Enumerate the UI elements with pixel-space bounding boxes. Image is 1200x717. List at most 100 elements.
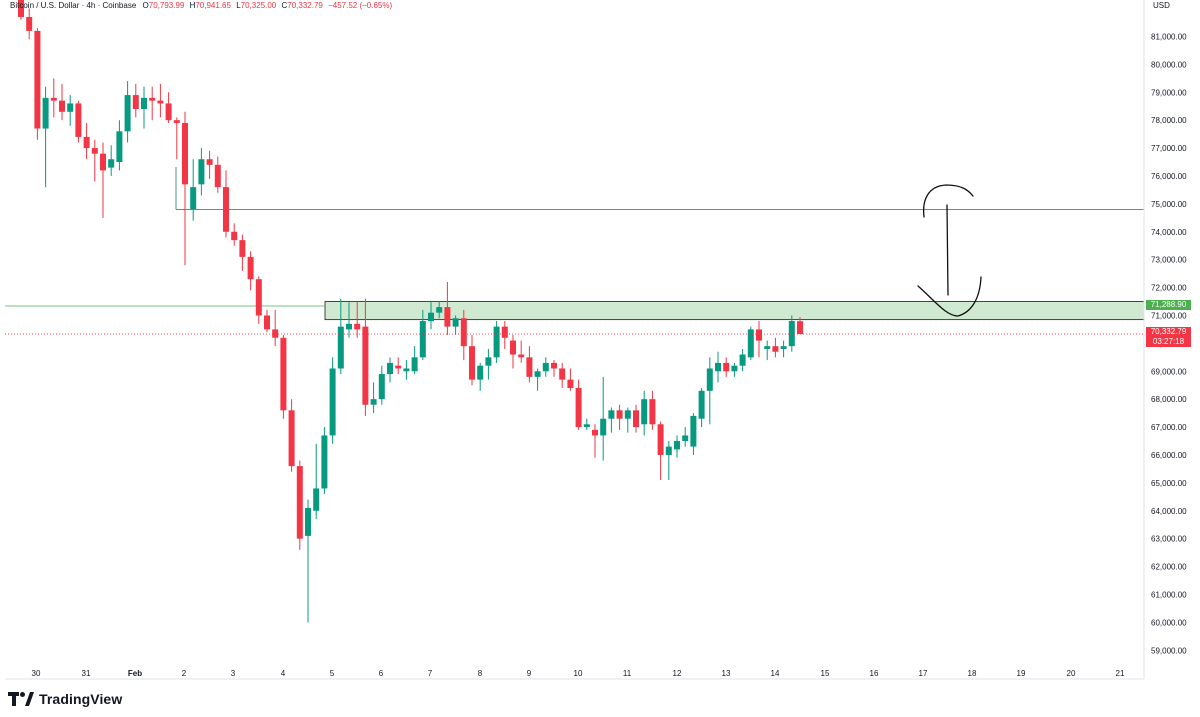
candle[interactable] xyxy=(149,86,156,121)
candle[interactable] xyxy=(272,309,279,347)
time-axis[interactable]: 30 31 Feb 2 3 4 5 6 7 8 9 10 11 12 13 14 15 16 17 18 19 20 21 xyxy=(32,669,1125,678)
candle[interactable] xyxy=(715,351,721,383)
candle[interactable] xyxy=(75,100,82,143)
candle[interactable] xyxy=(223,170,229,238)
candle[interactable] xyxy=(756,321,762,358)
candle[interactable] xyxy=(124,81,131,143)
candle[interactable] xyxy=(370,382,377,414)
candle[interactable] xyxy=(583,418,590,430)
candle[interactable] xyxy=(173,117,180,160)
candle[interactable] xyxy=(165,92,172,123)
candle[interactable] xyxy=(34,28,41,140)
drawn-arrow-annotation[interactable] xyxy=(917,184,982,317)
candle[interactable] xyxy=(329,357,336,444)
candle[interactable] xyxy=(764,340,771,361)
candle[interactable] xyxy=(567,368,574,391)
symbol-label[interactable]: Bitcoin / U.S. Dollar · 4h · Coinbase xyxy=(10,1,137,10)
price-axis[interactable]: 59,000.00 60,000.00 61,000.00 62,000.00 63,0… xyxy=(1151,32,1187,655)
candle[interactable] xyxy=(674,435,680,458)
candle[interactable] xyxy=(641,390,648,436)
candle[interactable] xyxy=(551,360,557,377)
currency-label[interactable]: USD xyxy=(1153,1,1170,10)
candle[interactable] xyxy=(518,340,525,363)
candle[interactable] xyxy=(600,376,607,461)
tradingview-brand[interactable]: TradingView xyxy=(8,689,122,709)
candle[interactable] xyxy=(436,301,443,319)
candle[interactable] xyxy=(182,111,188,266)
candle[interactable] xyxy=(493,321,500,363)
candle[interactable] xyxy=(18,0,24,20)
candle[interactable] xyxy=(477,362,484,391)
candle[interactable] xyxy=(108,145,115,176)
candle[interactable] xyxy=(526,346,533,383)
candle[interactable] xyxy=(239,234,246,271)
candle[interactable] xyxy=(633,404,639,433)
candle[interactable] xyxy=(682,427,689,447)
candle[interactable] xyxy=(747,326,754,361)
candle[interactable] xyxy=(378,365,385,405)
candle[interactable] xyxy=(649,390,656,430)
candle[interactable] xyxy=(510,335,516,369)
candle[interactable] xyxy=(141,86,147,129)
candle[interactable] xyxy=(723,357,730,377)
candle[interactable] xyxy=(395,357,402,375)
candle[interactable] xyxy=(575,379,582,430)
candle[interactable] xyxy=(797,317,803,335)
candle[interactable] xyxy=(313,443,320,520)
candle[interactable] xyxy=(387,357,393,383)
candle[interactable] xyxy=(26,8,33,40)
candle[interactable] xyxy=(616,404,623,430)
candle[interactable] xyxy=(780,340,787,358)
candle[interactable] xyxy=(264,309,270,333)
candle[interactable] xyxy=(690,413,697,455)
candle[interactable] xyxy=(608,407,615,433)
candle[interactable] xyxy=(288,399,295,472)
candle[interactable] xyxy=(321,427,328,495)
candle[interactable] xyxy=(157,83,164,118)
candle[interactable] xyxy=(214,156,221,193)
candle[interactable] xyxy=(501,321,508,349)
candle[interactable] xyxy=(559,362,566,389)
candle[interactable] xyxy=(305,499,311,623)
candle[interactable] xyxy=(247,251,254,291)
candle[interactable] xyxy=(346,301,352,338)
candle[interactable] xyxy=(534,368,541,391)
candle[interactable] xyxy=(296,460,303,550)
candle[interactable] xyxy=(280,335,287,419)
candle[interactable] xyxy=(592,424,598,458)
candle[interactable] xyxy=(452,315,459,335)
candle[interactable] xyxy=(403,360,410,380)
candle[interactable] xyxy=(706,357,713,425)
candle[interactable] xyxy=(698,388,705,428)
candle[interactable] xyxy=(419,309,426,361)
candle[interactable] xyxy=(42,86,49,188)
candle[interactable] xyxy=(67,95,74,126)
candle[interactable] xyxy=(772,337,779,358)
candle[interactable] xyxy=(206,150,213,179)
candle[interactable] xyxy=(198,148,205,196)
candle[interactable] xyxy=(739,348,746,372)
candle[interactable] xyxy=(788,315,795,352)
candle[interactable] xyxy=(665,441,672,481)
candle[interactable] xyxy=(190,159,197,221)
candle[interactable] xyxy=(354,301,361,338)
candle[interactable] xyxy=(542,357,549,377)
candle[interactable] xyxy=(50,78,57,118)
candle[interactable] xyxy=(469,335,475,386)
candle[interactable] xyxy=(428,301,434,330)
candle[interactable] xyxy=(337,298,344,375)
candle[interactable] xyxy=(132,83,139,118)
candle[interactable] xyxy=(731,362,738,377)
candle[interactable] xyxy=(91,139,98,182)
candle[interactable] xyxy=(444,281,451,335)
candle[interactable] xyxy=(362,298,369,416)
candle[interactable] xyxy=(100,142,106,218)
candle[interactable] xyxy=(255,276,262,324)
candle[interactable] xyxy=(485,348,492,380)
candle[interactable] xyxy=(231,223,238,246)
candle[interactable] xyxy=(411,346,418,375)
candle[interactable] xyxy=(657,421,664,481)
candle[interactable] xyxy=(59,83,65,121)
candle[interactable] xyxy=(83,122,90,160)
